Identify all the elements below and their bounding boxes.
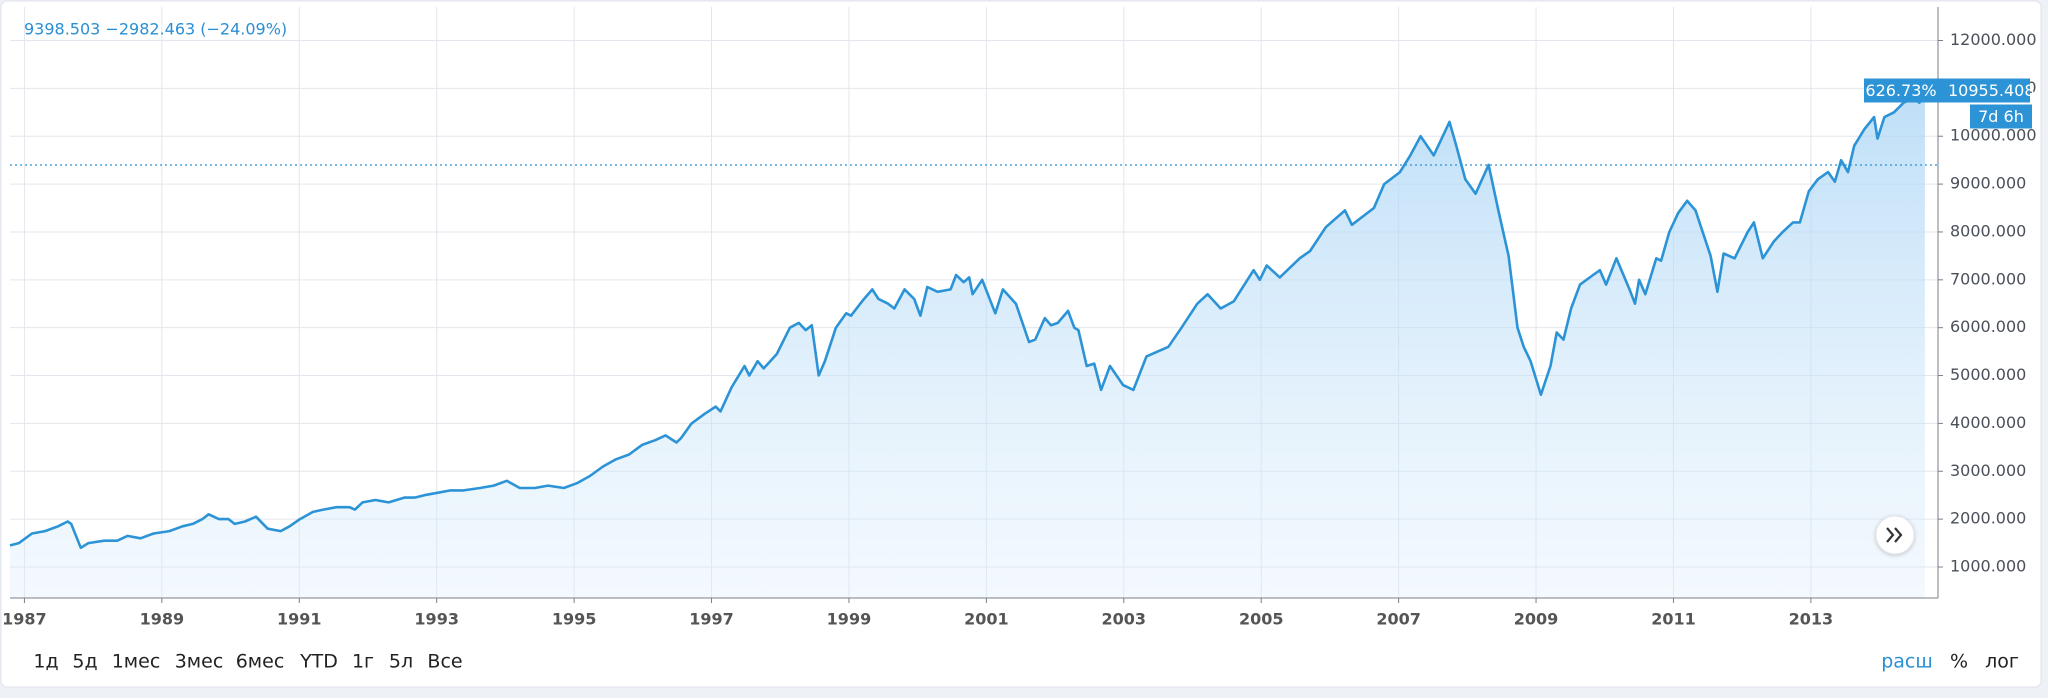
range-button[interactable]: 6мес xyxy=(236,651,285,673)
price-tag-label: 10955.408 xyxy=(1948,81,2035,100)
scroll-button[interactable] xyxy=(1875,515,1915,555)
range-button[interactable]: 1г xyxy=(352,651,374,673)
y-tick-label: 7000.000 xyxy=(1950,269,2026,288)
y-tick-label: 3000.000 xyxy=(1950,461,2026,480)
countdown-tag xyxy=(1970,104,2032,129)
price-tag xyxy=(1938,78,2030,103)
y-tick-label: 10000.000 xyxy=(1950,126,2037,145)
x-tick-label: 1993 xyxy=(414,610,459,629)
x-tick-label: 1995 xyxy=(552,610,597,629)
scroll-icon xyxy=(1886,527,1903,543)
y-tick-label: 1000.000 xyxy=(1950,556,2026,575)
range-button[interactable]: 5д xyxy=(72,651,97,673)
y-tick-label: 5000.000 xyxy=(1950,365,2026,384)
scale-option[interactable]: расш xyxy=(1881,651,1933,673)
range-button[interactable]: YTD xyxy=(299,651,338,673)
y-tick-label: 12000.000 xyxy=(1950,30,2037,49)
price-line xyxy=(9,89,1927,550)
range-button[interactable]: 1мес xyxy=(112,651,161,673)
x-tick-label: 1989 xyxy=(140,610,185,629)
scale-option[interactable]: % xyxy=(1950,651,1968,673)
x-tick-label: 2009 xyxy=(1514,610,1559,629)
range-button[interactable]: Все xyxy=(427,651,462,673)
area-fill xyxy=(10,90,1925,598)
percent-tag xyxy=(1864,78,1938,103)
y-tick-label: 4000.000 xyxy=(1950,413,2026,432)
countdown-label: 7d 6h xyxy=(1978,107,2024,126)
range-button[interactable]: 1д xyxy=(33,651,58,673)
x-tick-label: 1991 xyxy=(277,610,322,629)
range-button[interactable]: 3мес xyxy=(175,651,224,673)
x-tick-label: 1999 xyxy=(827,610,872,629)
y-tick-label: 9000.000 xyxy=(1950,174,2026,193)
x-tick-label: 2005 xyxy=(1239,610,1284,629)
y-tick-label: 2000.000 xyxy=(1950,509,2026,528)
header-label: 9398.503 −2982.463 (−24.09%) xyxy=(24,20,287,39)
scale-option[interactable]: лог xyxy=(1985,651,2019,673)
x-tick-label: 1987 xyxy=(2,610,47,629)
y-tick-label: 8000.000 xyxy=(1950,221,2026,240)
x-tick-label: 2001 xyxy=(964,610,1009,629)
x-tick-label: 1997 xyxy=(689,610,734,629)
x-tick-label: 2003 xyxy=(1102,610,1147,629)
x-tick-label: 2013 xyxy=(1789,610,1834,629)
x-tick-label: 2007 xyxy=(1376,610,1421,629)
x-tick-label: 2011 xyxy=(1651,610,1696,629)
y-tick-label: 6000.000 xyxy=(1950,317,2026,336)
range-button[interactable]: 5л xyxy=(389,651,413,673)
percent-tag-label: 626.73% xyxy=(1865,81,1936,100)
